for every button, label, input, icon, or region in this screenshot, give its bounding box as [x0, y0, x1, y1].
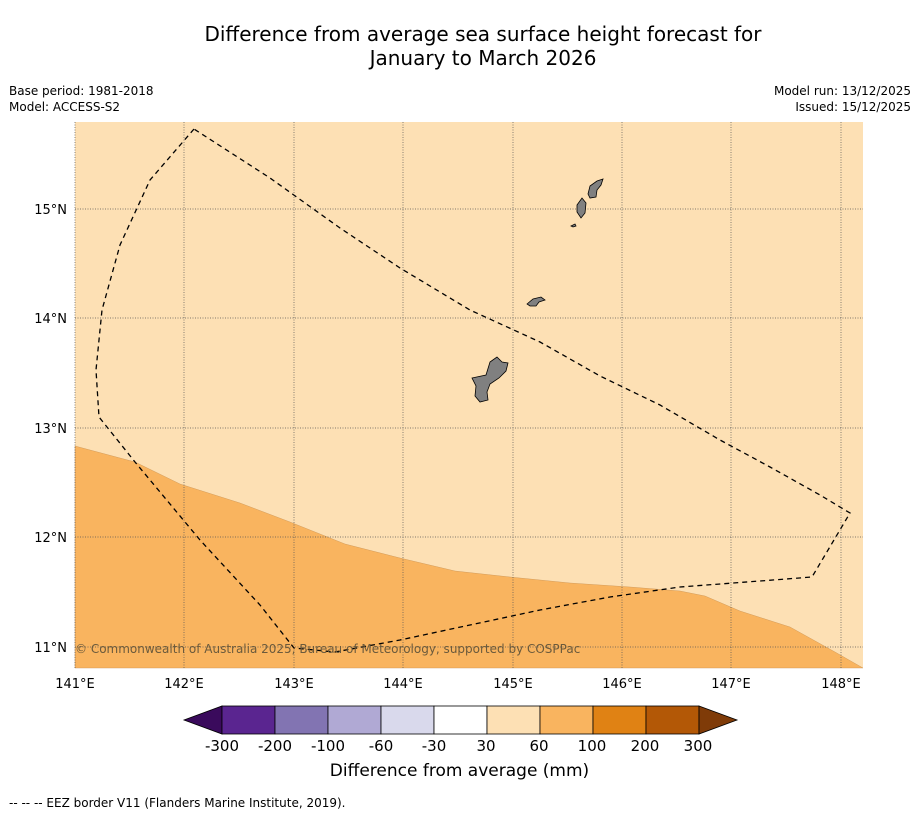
run-info: Model run: 13/12/2025 Issued: 15/12/2025 — [774, 83, 911, 115]
colorbar-segment — [433, 705, 488, 735]
colorbar-label: 200 — [631, 737, 660, 755]
colorbar-segment — [274, 705, 329, 735]
lat-label-12: 12°N — [34, 531, 67, 546]
colorbar-segment — [327, 705, 382, 735]
colorbar-segment — [592, 705, 647, 735]
colorbar-tick-labels: -300 -200 -100 -60 -30 30 60 100 200 300 — [205, 737, 712, 755]
lat-label-15: 15°N — [34, 203, 67, 218]
colorbar-label: -30 — [422, 737, 447, 755]
saipan-island — [587, 178, 604, 199]
issued-date: Issued: 15/12/2025 — [795, 100, 911, 114]
lat-label-14: 14°N — [34, 312, 67, 327]
colorbar-segment — [539, 705, 594, 735]
model-name: Model: ACCESS-S2 — [9, 100, 121, 114]
colorbar-label: 100 — [578, 737, 607, 755]
colorbar-label: -300 — [205, 737, 239, 755]
tinian-island — [576, 197, 587, 219]
title-line-2: January to March 2026 — [369, 46, 597, 70]
colorbar-label: -60 — [369, 737, 394, 755]
chart-title: Difference from average sea surface heig… — [0, 22, 919, 70]
colorbar-extend-high — [698, 705, 739, 735]
lat-label-13: 13°N — [34, 422, 67, 437]
title-line-1: Difference from average sea surface heig… — [204, 22, 762, 46]
colorbar-label: -100 — [311, 737, 345, 755]
latitude-labels: 15°N 14°N 13°N 12°N 11°N — [34, 203, 67, 656]
colorbar — [182, 705, 739, 735]
lon-label-143: 143°E — [274, 677, 314, 692]
colorbar-segment — [221, 705, 276, 735]
colorbar-segment — [380, 705, 435, 735]
base-period: Base period: 1981-2018 — [9, 84, 154, 98]
colorbar-title: Difference from average (mm) — [329, 761, 590, 781]
model-info: Base period: 1981-2018 Model: ACCESS-S2 — [9, 83, 154, 115]
eez-footnote: -- -- -- EEZ border V11 (Flanders Marine… — [9, 796, 346, 810]
eez-border — [95, 128, 851, 653]
colorbar-segment — [486, 705, 541, 735]
lon-label-148: 148°E — [821, 677, 861, 692]
lon-label-142: 142°E — [164, 677, 204, 692]
colorbar-extend-low — [182, 705, 223, 735]
longitude-labels: 141°E 142°E 143°E 144°E 145°E 146°E 147°… — [55, 677, 861, 692]
copyright-text: © Commonwealth of Australia 2025, Bureau… — [75, 642, 580, 656]
lon-label-145: 145°E — [493, 677, 533, 692]
rota-island — [526, 296, 546, 307]
colorbar-segment — [645, 705, 700, 735]
lon-label-147: 147°E — [711, 677, 751, 692]
guam-island — [471, 356, 509, 403]
model-run-date: Model run: 13/12/2025 — [773, 84, 911, 98]
aguijan-island — [570, 223, 577, 228]
lon-label-146: 146°E — [602, 677, 642, 692]
anomaly-60-100-region — [74, 445, 864, 669]
graticule — [74, 122, 863, 668]
lon-label-141: 141°E — [55, 677, 95, 692]
colorbar-label: 300 — [684, 737, 713, 755]
lon-label-144: 144°E — [383, 677, 423, 692]
lat-label-11: 11°N — [34, 641, 67, 656]
colorbar-label: 30 — [476, 737, 495, 755]
land-masses — [471, 178, 604, 403]
colorbar-label: -200 — [258, 737, 292, 755]
colorbar-label: 60 — [529, 737, 548, 755]
